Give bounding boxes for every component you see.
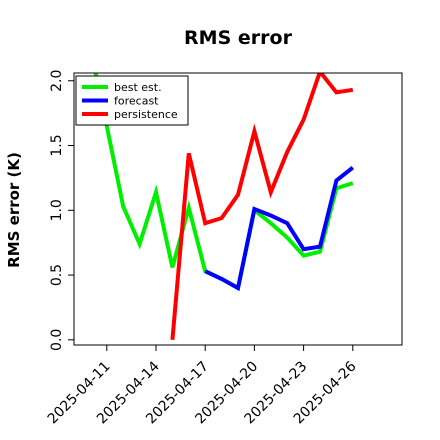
y-tick-label: 1.0 — [49, 199, 65, 221]
series-line-persistence — [170, 73, 354, 340]
legend-label: forecast — [114, 95, 159, 108]
legend-label: best est. — [114, 81, 162, 94]
plot-frame — [73, 72, 403, 346]
series-layer — [93, 73, 355, 340]
y-tick-label: 1.5 — [49, 134, 65, 156]
chart-title: RMS error — [184, 27, 293, 49]
series-line-forecast — [204, 166, 355, 292]
legend-label: persistence — [114, 108, 178, 121]
y-axis-label: RMS error (K) — [5, 152, 23, 268]
y-tick-label: 0.5 — [49, 264, 65, 286]
y-tick-label: 0.0 — [49, 329, 65, 351]
y-tick-label: 2.0 — [49, 70, 65, 92]
